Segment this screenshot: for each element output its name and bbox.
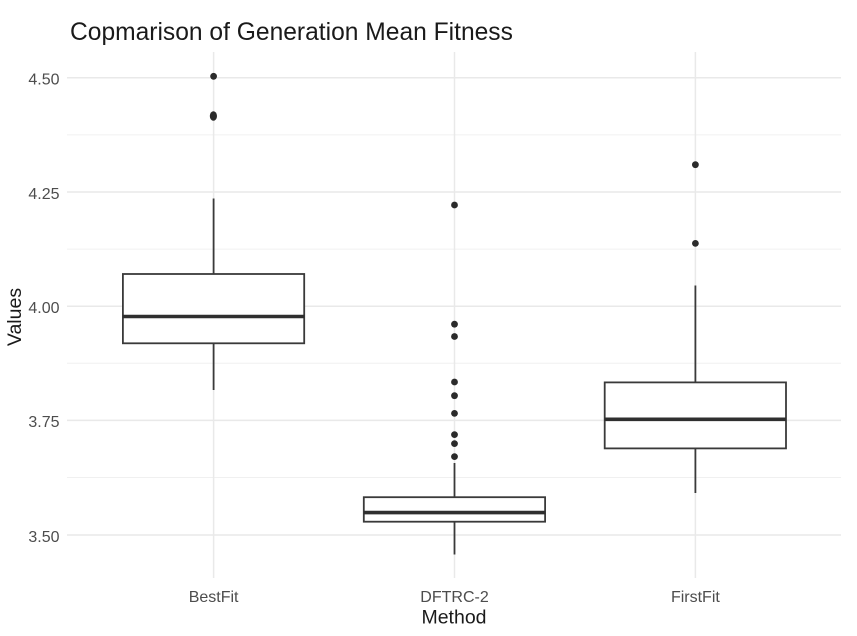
svg-text:FirstFit: FirstFit xyxy=(671,589,720,606)
svg-text:4.50: 4.50 xyxy=(28,72,59,89)
svg-text:4.25: 4.25 xyxy=(28,186,59,203)
svg-text:DFTRC-2: DFTRC-2 xyxy=(420,589,489,606)
svg-text:BestFit: BestFit xyxy=(189,589,239,606)
svg-text:3.75: 3.75 xyxy=(28,414,59,431)
svg-text:3.50: 3.50 xyxy=(28,529,59,546)
svg-text:Values: Values xyxy=(4,288,26,346)
svg-text:Copmarison of Generation Mean: Copmarison of Generation Mean Fitness xyxy=(70,19,513,46)
svg-text:4.00: 4.00 xyxy=(28,300,59,317)
svg-text:Method: Method xyxy=(421,607,486,629)
